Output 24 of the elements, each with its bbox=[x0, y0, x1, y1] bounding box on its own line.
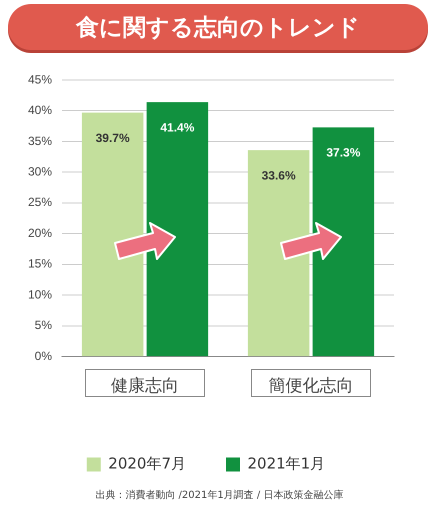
y-tick-label: 5% bbox=[34, 318, 52, 332]
y-tick-label: 45% bbox=[28, 72, 52, 86]
bar bbox=[248, 150, 310, 356]
bar bbox=[146, 102, 208, 356]
source-note: 出典 : 消費者動向 /2021年1月調査 / 日本政策金融公庫 bbox=[94, 488, 344, 502]
y-tick-label: 35% bbox=[28, 134, 52, 148]
y-tick-label: 25% bbox=[28, 195, 52, 210]
text: 37.3% bbox=[326, 146, 360, 160]
legend-label: 2021年1月 bbox=[248, 454, 326, 472]
y-tick-label: 10% bbox=[28, 287, 52, 302]
text: 41.4% bbox=[160, 120, 194, 134]
chart-title: 食に関する志向のトレンド bbox=[8, 4, 428, 50]
y-tick-label: 40% bbox=[28, 103, 52, 118]
x-tick-label: 健康志向 bbox=[111, 376, 180, 396]
y-tick-label: 15% bbox=[28, 256, 52, 271]
x-tick-label: 簡便化志向 bbox=[268, 376, 354, 396]
bar bbox=[82, 112, 144, 356]
text: 33.6% bbox=[262, 168, 296, 182]
y-tick-label: 0% bbox=[34, 348, 52, 363]
bar bbox=[312, 127, 374, 356]
text: 39.7% bbox=[96, 130, 130, 145]
legend-label: 2020年7月 bbox=[108, 454, 186, 472]
y-tick-label: 20% bbox=[28, 226, 52, 240]
y-tick-label: 30% bbox=[28, 164, 52, 179]
